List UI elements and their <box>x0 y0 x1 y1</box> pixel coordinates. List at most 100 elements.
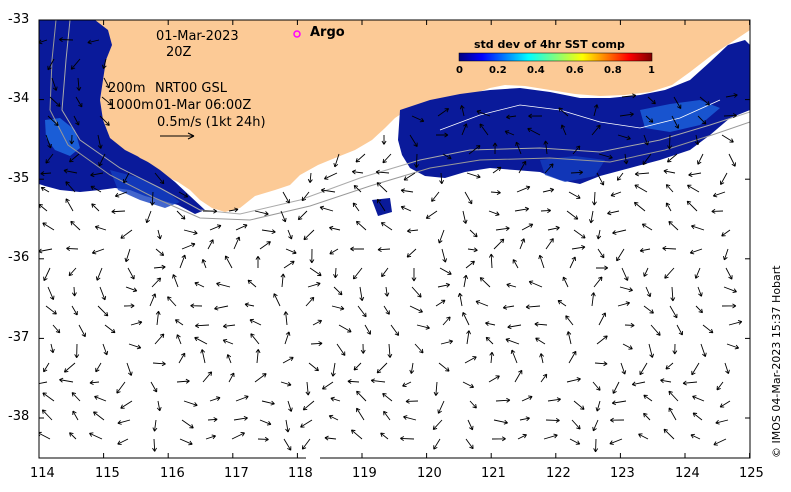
current-arrow <box>216 281 231 288</box>
current-arrow <box>97 134 103 149</box>
current-arrow <box>376 362 388 374</box>
current-arrow <box>712 191 726 198</box>
current-arrow <box>233 236 241 250</box>
x-tick-label: 118 <box>288 466 313 481</box>
current-arrow <box>111 209 126 215</box>
sst-patch-west-south <box>110 170 180 208</box>
current-arrow <box>183 229 198 235</box>
current-arrow <box>593 104 599 117</box>
current-arrow <box>435 299 446 307</box>
current-arrow <box>355 153 366 163</box>
x-tick-label: 125 <box>739 466 764 481</box>
current-arrow <box>376 182 388 193</box>
current-arrow <box>329 248 339 255</box>
current-arrow <box>233 415 248 421</box>
current-arrow <box>725 93 738 98</box>
current-arrow <box>329 225 341 231</box>
current-arrow <box>250 333 260 345</box>
current-arrow <box>538 254 545 269</box>
current-arrow <box>201 259 207 269</box>
current-arrow <box>364 324 371 335</box>
current-arrow <box>547 397 561 403</box>
current-arrow <box>228 372 235 383</box>
current-arrow <box>59 377 74 383</box>
current-arrow <box>502 304 515 310</box>
current-arrow <box>721 134 734 143</box>
current-arrow <box>90 185 102 193</box>
current-arrow <box>153 264 166 270</box>
current-arrow <box>45 153 54 164</box>
current-arrow <box>312 319 323 326</box>
current-arrow <box>42 222 55 231</box>
current-arrow <box>542 187 555 193</box>
current-arrow <box>303 229 315 241</box>
current-arrow <box>179 254 187 269</box>
current-arrow <box>617 301 631 307</box>
current-arrow <box>557 300 567 307</box>
current-arrow <box>665 184 674 193</box>
current-arrow <box>505 338 520 345</box>
current-arrow <box>125 286 138 293</box>
current-arrow <box>442 153 452 160</box>
current-arrow <box>280 273 286 288</box>
current-arrow <box>209 396 221 402</box>
current-arrow <box>437 229 445 244</box>
current-arrow <box>702 324 714 334</box>
current-arrow <box>202 208 218 214</box>
current-arrow <box>468 145 481 155</box>
current-arrow <box>167 296 177 307</box>
colorbar <box>458 52 653 62</box>
current-arrow <box>624 322 635 328</box>
current-arrow <box>222 323 236 329</box>
current-arrow <box>328 414 339 421</box>
current-arrow <box>495 397 511 403</box>
current-arrow <box>440 339 454 345</box>
y-tick-label: -37 <box>8 330 30 345</box>
current-arrow <box>78 324 86 338</box>
current-arrow <box>565 315 574 326</box>
current-arrow <box>124 248 131 263</box>
y-tick-label: -38 <box>8 409 30 424</box>
current-arrow <box>596 229 602 240</box>
current-arrow <box>151 277 162 288</box>
current-arrow <box>622 343 633 350</box>
current-arrow <box>355 220 367 231</box>
current-arrow <box>152 438 157 452</box>
current-arrow <box>464 356 477 364</box>
current-arrow <box>437 108 449 117</box>
current-arrow <box>94 225 107 231</box>
current-arrow <box>300 419 313 428</box>
current-arrow <box>692 395 705 402</box>
current-arrow <box>301 191 310 202</box>
current-arrow <box>51 77 58 91</box>
current-arrow <box>68 267 77 277</box>
current-arrow <box>595 400 601 412</box>
current-arrow <box>719 400 731 408</box>
current-arrow <box>178 191 189 198</box>
current-arrow <box>49 96 61 107</box>
current-arrow <box>719 172 728 186</box>
product-label: NRT00 GSL <box>155 81 227 96</box>
current-arrow <box>65 181 76 193</box>
current-arrow <box>375 169 390 175</box>
current-arrow <box>285 419 290 433</box>
current-arrow <box>66 246 79 252</box>
current-arrow <box>307 281 321 288</box>
current-arrow <box>323 172 338 180</box>
current-arrow <box>181 419 194 429</box>
current-arrow <box>352 267 363 280</box>
current-arrow <box>723 248 729 261</box>
current-arrow <box>668 220 679 231</box>
current-arrow <box>255 349 261 364</box>
current-arrow <box>638 433 649 440</box>
current-arrow <box>58 37 74 43</box>
current-arrow <box>431 191 440 202</box>
current-arrow <box>261 229 276 235</box>
isobath-coastal <box>439 99 721 131</box>
y-tick-label: -33 <box>8 12 30 27</box>
x-tick-label: 120 <box>417 466 442 481</box>
current-arrow <box>676 324 684 336</box>
current-arrow <box>665 202 672 212</box>
current-arrow <box>128 343 142 350</box>
current-arrow <box>244 302 255 308</box>
